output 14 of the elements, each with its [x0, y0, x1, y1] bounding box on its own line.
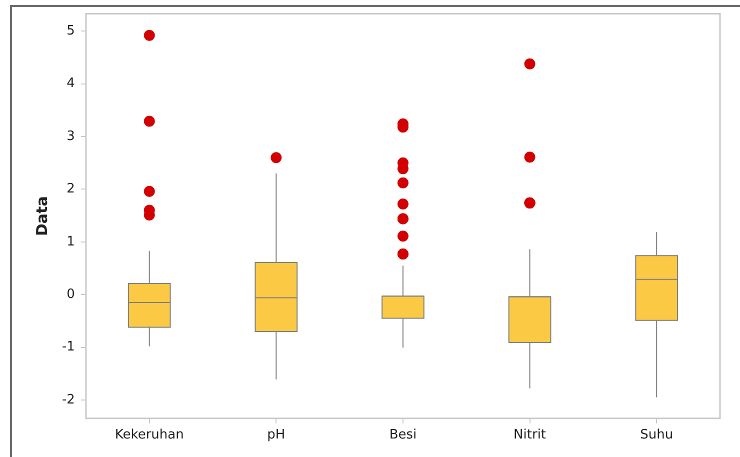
x-tick-label: Suhu — [640, 428, 674, 443]
x-tick-label: pH — [267, 428, 286, 443]
y-tick-label: -1 — [62, 340, 75, 355]
x-tick-label: Kekeruhan — [114, 428, 184, 443]
y-tick-label: 5 — [66, 24, 75, 39]
y-tick-label: 3 — [66, 128, 75, 144]
y-tick-label: 2 — [66, 182, 75, 197]
y-tick-label: 4 — [66, 76, 75, 92]
y-tick-label: -2 — [62, 392, 75, 408]
x-tick-label: Besi — [389, 428, 417, 443]
y-tick-label: 0 — [66, 286, 75, 302]
y-axis-title: Data — [32, 196, 51, 236]
x-tick-label: Nitrit — [514, 428, 546, 443]
y-tick-label: 1 — [66, 234, 75, 250]
